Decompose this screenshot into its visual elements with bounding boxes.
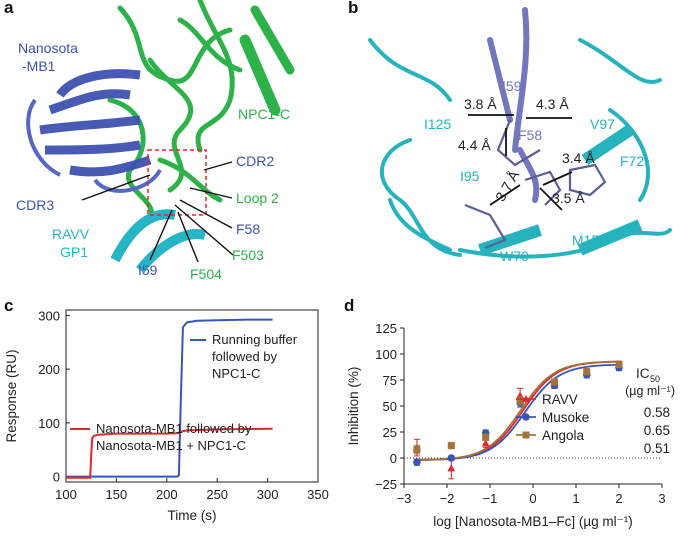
label-mb1: -MB1 — [22, 58, 56, 74]
data-point-Angola — [551, 378, 558, 386]
label-b-d44: 4.4 Å — [458, 137, 491, 153]
x-tick-label: −2 — [440, 491, 455, 506]
label-b-d35: 3.5 Å — [552, 190, 585, 206]
label-gp1: GP1 — [60, 244, 89, 260]
x-tick-label: −1 — [483, 491, 498, 506]
legend-marker-1 — [522, 413, 530, 421]
data-point-Musoke — [413, 458, 421, 466]
y-tick-label: 75 — [383, 373, 397, 388]
plot-frame — [65, 309, 319, 483]
label-b-d34: 3.4 Å — [562, 150, 595, 166]
y-tick-label: 0 — [53, 470, 60, 485]
data-point-RAVV — [481, 439, 490, 447]
ic50-value-0: 0.58 — [644, 405, 670, 420]
label-b-i125: I125 — [424, 116, 452, 132]
x-tick-label: 0 — [529, 491, 536, 506]
label-b-i59: I59 — [502, 78, 522, 94]
label-b-f72: F72 — [620, 153, 645, 169]
x-tick-label: 2 — [615, 491, 622, 506]
label-f58: F58 — [236, 221, 261, 237]
y-tick-label: 125 — [375, 321, 397, 336]
x-tick-label: 150 — [106, 487, 128, 502]
ic50-subscript: 50 — [650, 374, 660, 384]
legend-marker-2 — [522, 431, 530, 439]
label-i59: I59 — [138, 262, 158, 278]
y-tick-label: 100 — [38, 416, 60, 431]
y-tick-label: 100 — [375, 347, 397, 362]
label-b-w70: W70 — [500, 248, 529, 264]
panel-a: a — [0, 0, 330, 290]
panel-b-label: b — [348, 0, 359, 17]
label-cdr2: CDR2 — [236, 153, 275, 169]
label-b-i95: I95 — [460, 168, 480, 184]
ic50-units: (µg ml⁻¹) — [625, 384, 675, 398]
x-tick-label: 200 — [156, 487, 178, 502]
label-f503: F503 — [232, 247, 264, 263]
label-cdr3: CDR3 — [16, 197, 55, 213]
panel-d: d −3 −2 −1 0 1 2 3 −25 0 25 50 75 100 125 log [Nanosot… — [340, 296, 685, 539]
data-point-Angola — [447, 442, 455, 450]
legend-label-0: NPC1-C — [212, 366, 260, 381]
chart-d: −3 −2 −1 0 1 2 3 −25 0 25 50 75 100 125 log [Nanosota-… — [346, 321, 675, 529]
y-tick-label: 200 — [38, 362, 60, 377]
legend-label-1: Musoke — [542, 410, 589, 425]
x-tick-label: 100 — [55, 487, 77, 502]
legend-label-0: followed by — [212, 349, 278, 364]
legend-label-1: Nanosota-MB1 + NPC1-C — [96, 438, 246, 453]
label-b-m154: M154 — [572, 232, 608, 248]
ic50-header: IC — [636, 366, 650, 381]
data-point-Angola — [482, 433, 490, 441]
label-npc1c: NPC1-C — [238, 106, 291, 122]
data-point-Angola — [516, 397, 524, 405]
label-nanosota: Nanosota — [18, 40, 78, 56]
x-tick-label: −3 — [397, 491, 412, 506]
legend-label-0: RAVV — [542, 392, 578, 407]
series-line-1 — [66, 427, 273, 479]
data-point-Angola — [413, 446, 421, 454]
y-axis-label: Inhibition (%) — [346, 367, 361, 446]
data-point-Angola — [583, 368, 591, 376]
y-tick-label: 25 — [383, 425, 397, 440]
series-line-0 — [66, 318, 273, 478]
y-tick-label: −25 — [375, 477, 397, 492]
panel-d-label: d — [344, 296, 355, 315]
label-f504: F504 — [190, 266, 222, 282]
ic50-value-2: 0.51 — [644, 441, 670, 456]
x-axis-label: log [Nanosota-MB1–Fc] (µg ml⁻¹) — [433, 514, 632, 529]
label-b-d38: 3.8 Å — [464, 96, 497, 112]
label-loop2: Loop 2 — [236, 190, 279, 206]
panel-c-label: c — [4, 296, 14, 315]
x-tick-label: 1 — [572, 491, 579, 506]
legend-label-0: Running buffer — [212, 332, 298, 347]
data-point-Angola — [615, 360, 623, 368]
label-b-d43: 4.3 Å — [536, 96, 569, 112]
data-point-RAVV — [447, 464, 456, 472]
data-point-Musoke — [447, 454, 456, 462]
label-ravv: RAVV — [52, 226, 90, 242]
x-tick-label: 3 — [658, 491, 665, 506]
x-tick-label: 350 — [307, 487, 329, 502]
label-b-v97: V97 — [590, 116, 615, 132]
y-tick-label: 0 — [390, 451, 397, 466]
y-tick-label: 50 — [383, 399, 397, 414]
ic50-value-1: 0.65 — [644, 423, 670, 438]
chart-c: 100 150 200 250 300 350 0 100 200 300 Time (s) Resp… — [4, 308, 329, 523]
x-tick-label: 300 — [257, 487, 279, 502]
panel-a-label: a — [4, 0, 14, 17]
legend-marker-0 — [522, 395, 530, 402]
panel-c: c 100 150 200 250 300 350 0 100 200 300 Time (s) Re… — [0, 296, 340, 539]
legend-label-2: Angola — [542, 428, 585, 443]
legend-label-1: Nanosota-MB1 followed by — [96, 421, 252, 436]
x-axis-label: Time (s) — [168, 508, 217, 523]
x-tick-label: 250 — [206, 487, 228, 502]
label-b-f58: F58 — [518, 127, 543, 143]
panel-a-structure-image — [26, 0, 295, 274]
panel-b-structure-image — [368, 7, 672, 259]
panel-b: b — [340, 0, 685, 290]
y-axis-label: Response (RU) — [4, 349, 19, 442]
y-tick-label: 300 — [38, 308, 60, 323]
